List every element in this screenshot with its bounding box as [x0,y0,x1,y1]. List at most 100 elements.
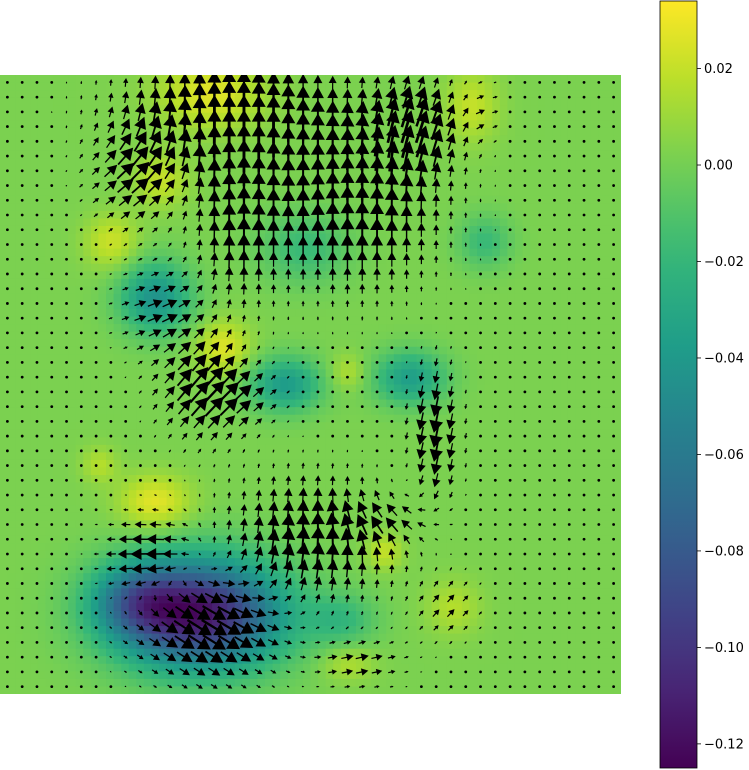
heatmap-cell [530,150,539,159]
heatmap-cell [265,414,274,423]
heatmap-cell [174,490,183,499]
heatmap-cell [159,459,168,469]
heatmap-cell [530,346,539,355]
heatmap-cell [598,195,607,204]
heatmap-cell [219,293,228,303]
heatmap-cell [605,82,615,91]
heatmap-cell [121,437,130,446]
heatmap-cell [128,527,137,537]
heatmap-cell [484,346,493,355]
heatmap-cell [378,324,387,333]
heatmap-cell [613,339,621,348]
heatmap-cell [583,225,592,235]
heatmap-cell [514,452,524,461]
heatmap-cell [159,324,168,333]
heatmap-cell [477,414,486,423]
heatmap-cell [424,75,433,84]
heatmap-cell [0,112,9,121]
heatmap-cell [302,173,312,182]
heatmap-cell [83,399,92,408]
heatmap-cell [121,369,130,378]
heatmap-cell [318,218,327,227]
heatmap-cell [310,233,319,242]
heatmap-cell [60,278,69,287]
heatmap-cell [355,286,365,295]
heatmap-cell [461,369,471,378]
heatmap-cell [22,90,31,99]
heatmap-cell [348,376,357,386]
heatmap-cell [30,346,39,355]
heatmap-cell [401,278,410,287]
heatmap-cell [219,278,228,287]
heatmap-cell [181,437,190,446]
heatmap-cell [37,233,47,242]
heatmap-cell [567,142,577,152]
heatmap-cell [325,127,334,136]
heatmap-cell [75,82,84,91]
heatmap-cell [45,331,54,340]
heatmap-cell [310,414,319,423]
heatmap-cell [386,256,395,265]
heatmap-cell [340,475,349,484]
heatmap-cell [492,376,501,386]
heatmap-cell [583,127,592,136]
heatmap-cell [537,452,546,461]
heatmap-cell [60,135,69,144]
heatmap-cell [75,331,84,340]
heatmap-cell [567,331,577,340]
heatmap-cell [249,339,259,348]
heatmap-cell [53,369,62,378]
heatmap-cell [121,263,130,272]
heatmap-cell [272,188,281,197]
heatmap-cell [552,188,562,197]
heatmap-cell [408,331,418,340]
heatmap-cell [174,346,183,355]
heatmap-cell [53,490,62,499]
heatmap-cell [151,527,160,537]
heatmap-cell [166,278,175,287]
heatmap-cell [53,180,62,189]
heatmap-cell [189,135,198,144]
heatmap-cell [53,263,62,272]
heatmap-cell [45,392,54,401]
heatmap-cell [219,263,228,272]
heatmap-cell [567,233,577,242]
heatmap-cell [302,429,312,438]
heatmap-cell [45,414,54,423]
heatmap-cell [295,467,304,476]
heatmap-cell [75,97,84,106]
heatmap-cell [386,482,395,491]
heatmap-cell [507,142,516,152]
heatmap-cell [37,256,47,265]
heatmap-cell [469,309,478,318]
heatmap-cell [545,444,554,454]
heatmap-cell [90,467,100,476]
heatmap-cell [560,505,569,514]
heatmap-cell [174,218,183,227]
heatmap-cell [333,165,342,174]
heatmap-cell [469,241,478,250]
heatmap-cell [545,256,554,265]
heatmap-cell [189,422,198,431]
heatmap-cell [121,75,130,84]
heatmap-cell [68,467,77,476]
heatmap-cell [469,248,478,257]
heatmap-cell [408,173,418,182]
heatmap-cell [424,354,433,363]
heatmap-cell [477,467,486,476]
heatmap-cell [128,203,137,212]
heatmap-cell [22,527,31,537]
heatmap-cell [136,339,145,348]
heatmap-cell [0,309,9,318]
heatmap-cell [439,527,448,537]
heatmap-cell [204,271,213,280]
heatmap-cell [249,376,259,386]
heatmap-cell [401,263,410,272]
heatmap-cell [401,482,410,491]
heatmap-cell [272,316,281,325]
heatmap-cell [530,82,539,91]
heatmap-cell [469,452,478,461]
heatmap-cell [408,354,418,363]
heatmap-cell [272,361,281,370]
heatmap-cell [227,422,236,431]
